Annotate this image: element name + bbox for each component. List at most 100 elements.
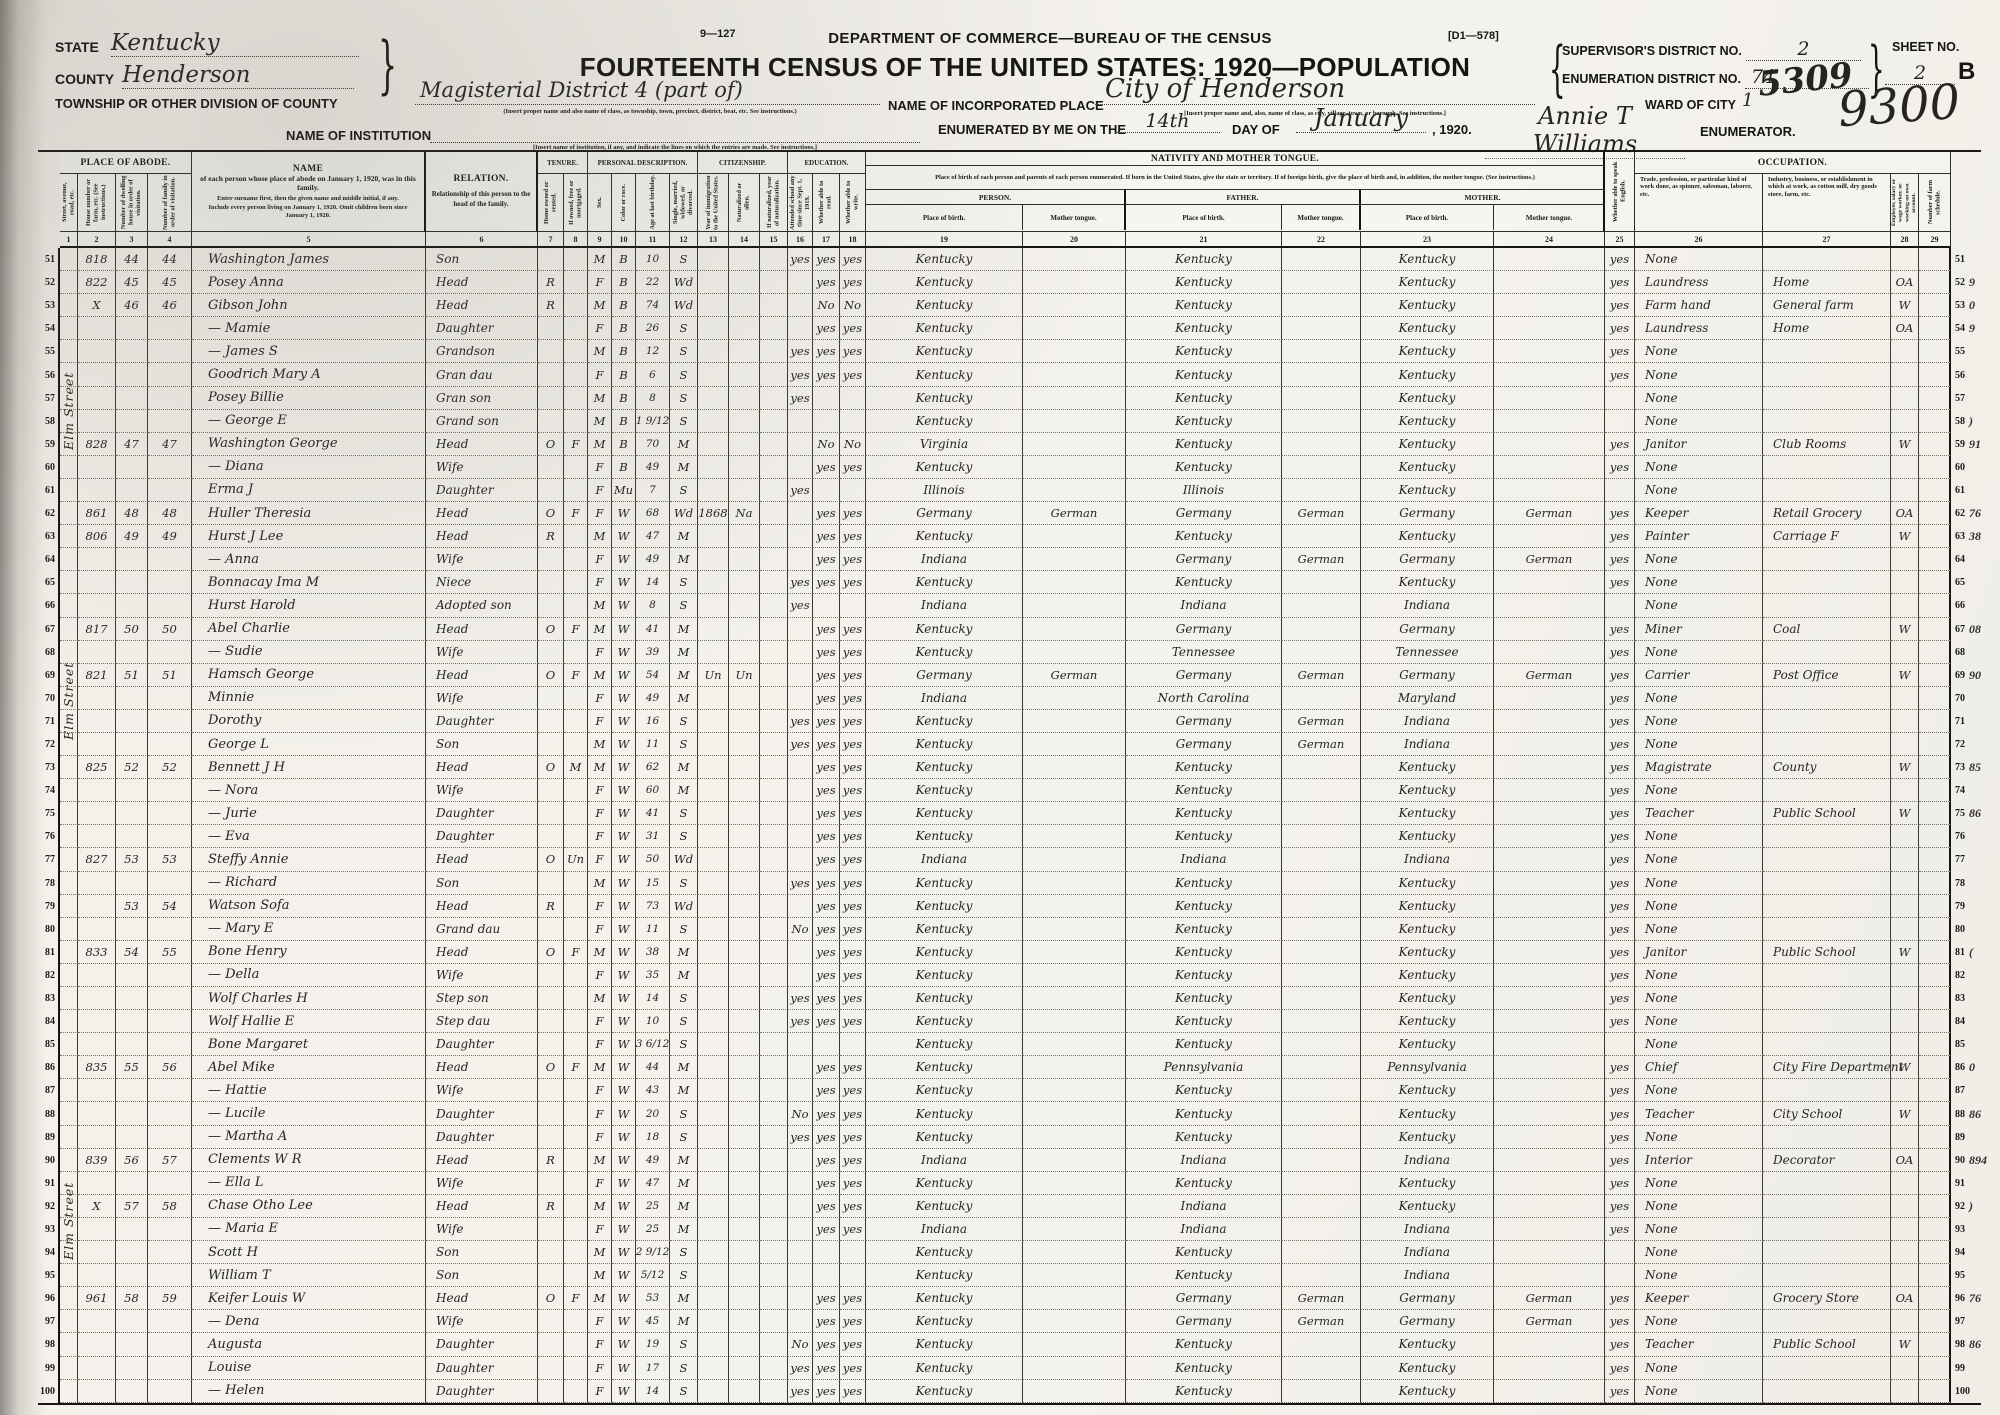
line-number-left: 82 — [38, 963, 60, 987]
cell-emp: W — [1891, 802, 1919, 826]
cell-write: yes — [840, 1148, 866, 1172]
cell-mar: S — [670, 1333, 698, 1357]
cell-natyr — [760, 686, 788, 710]
cell-street — [60, 894, 78, 918]
cell-sex: M — [588, 248, 612, 272]
cell-trade: None — [1635, 409, 1763, 433]
cell-t7: R — [538, 1194, 564, 1218]
cell-pobm: Kentucky — [1361, 1102, 1494, 1126]
cell-t7 — [538, 594, 564, 618]
cell-farm — [1919, 548, 1951, 572]
cell-mt — [1023, 1010, 1126, 1034]
cell-name: Bone Margaret — [192, 1033, 426, 1057]
cell-mar: S — [670, 317, 698, 341]
cell-house: 835 — [78, 1056, 116, 1080]
cell-pobf: Kentucky — [1126, 363, 1282, 387]
cell-write: yes — [840, 825, 866, 849]
line-number-left: 80 — [38, 917, 60, 941]
line-number-left: 88 — [38, 1102, 60, 1126]
cell-mtm — [1494, 825, 1605, 849]
cell-name: — Maria E — [192, 1217, 426, 1242]
cell-t7: O — [538, 1287, 564, 1311]
cell-trade: None — [1635, 732, 1763, 757]
cell-dw: 57 — [116, 1194, 148, 1218]
cell-trade: None — [1635, 1356, 1763, 1380]
cell-color: W — [612, 663, 636, 687]
line-number-right: 70 — [1955, 692, 1965, 704]
cell-name: Wolf Hallie E — [192, 1010, 426, 1034]
group-citizenship: CITIZENSHIP. — [698, 152, 788, 174]
cell-street — [60, 848, 78, 872]
cell-pobf: Kentucky — [1126, 1379, 1282, 1403]
cell-sch — [788, 848, 813, 872]
state-county-brace: } — [378, 30, 398, 104]
cell-natyr — [760, 640, 788, 664]
cell-t7 — [538, 478, 564, 503]
cell-fam — [148, 686, 192, 710]
cell-sch: yes — [788, 871, 813, 895]
cell-eng: yes — [1605, 271, 1635, 295]
cell-read: yes — [813, 502, 840, 526]
cell-write: yes — [840, 1333, 866, 1357]
col-color-header: Color or race. — [612, 174, 636, 232]
line-number-right: 56 — [1955, 369, 1965, 381]
cell-house — [78, 963, 116, 987]
cell-fam: 50 — [148, 617, 192, 641]
nativity-mother: MOTHER. — [1361, 189, 1603, 204]
cell-write: yes — [840, 502, 866, 526]
cell-mtf: German — [1282, 1310, 1361, 1334]
cell-mtm — [1494, 1241, 1605, 1265]
cell-t8 — [564, 1379, 588, 1403]
cell-color: W — [612, 617, 636, 641]
line-number-right: 96 76 — [1955, 1291, 1981, 1306]
cell-write — [840, 1264, 866, 1288]
cell-farm — [1919, 594, 1951, 618]
line-number-left: 67 — [38, 617, 60, 641]
cell-eng: yes — [1605, 640, 1635, 664]
cell-pobf: Germany — [1126, 617, 1282, 641]
column-number: 27 — [1763, 232, 1891, 248]
cell-mtm — [1494, 1217, 1605, 1242]
cell-mar: S — [670, 1102, 698, 1126]
line-number-right: 91 — [1955, 1177, 1965, 1189]
cell-name: — James S — [192, 340, 426, 364]
column-number: 19 — [866, 232, 1023, 248]
cell-color: B — [612, 386, 636, 410]
cell-mtm — [1494, 594, 1605, 618]
cell-sex: F — [588, 894, 612, 918]
cell-write: yes — [840, 709, 866, 733]
cell-street — [60, 663, 78, 687]
nativity-father: FATHER. — [1126, 189, 1361, 204]
cell-farm — [1919, 1356, 1951, 1380]
cell-mtf — [1282, 848, 1361, 872]
cell-age: 25 — [636, 1194, 670, 1218]
cell-emp — [1891, 1194, 1919, 1218]
cell-eng: yes — [1605, 1148, 1635, 1172]
cell-dw — [116, 1379, 148, 1403]
cell-mtm — [1494, 294, 1605, 318]
cell-color: W — [612, 1217, 636, 1242]
col-free-mortgaged-header: If owned, free or mortgaged. — [564, 174, 588, 232]
cell-ind — [1763, 1310, 1891, 1334]
cell-fam: 52 — [148, 756, 192, 780]
cell-trade: None — [1635, 1217, 1763, 1242]
cell-street — [60, 478, 78, 503]
cell-mtf — [1282, 1379, 1361, 1403]
cell-write: yes — [840, 1171, 866, 1195]
cell-rel: Son — [426, 871, 538, 895]
line-number-left: 95 — [38, 1264, 60, 1288]
cell-rel: Gran dau — [426, 363, 538, 387]
cell-color: W — [612, 1310, 636, 1334]
cell-nat — [729, 1194, 760, 1218]
cell-mtm — [1494, 432, 1605, 456]
cell-mtf — [1282, 640, 1361, 664]
cell-mt — [1023, 963, 1126, 987]
cell-house — [78, 317, 116, 341]
cell-house: 861 — [78, 502, 116, 526]
cell-sex: F — [588, 779, 612, 803]
cell-sch: yes — [788, 386, 813, 410]
cell-imm — [698, 756, 729, 780]
cell-emp — [1891, 848, 1919, 872]
district-brace-right: } — [1868, 36, 1885, 105]
cell-street — [60, 963, 78, 987]
